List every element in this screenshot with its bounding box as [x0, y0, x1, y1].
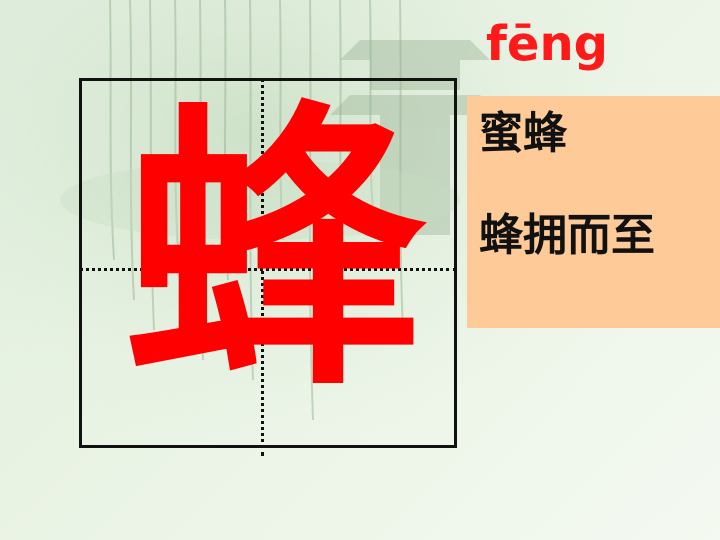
target-character: 蜂 — [124, 73, 424, 426]
vocab-word: 蜂拥而至 — [479, 210, 655, 261]
grid-vertical-guide — [261, 78, 264, 456]
writing-grid — [79, 78, 457, 448]
grid-horizontal-guide — [79, 268, 457, 271]
vocabulary-panel: 蜜蜂 蜂拥而至 — [467, 96, 720, 328]
vocab-word: 蜜蜂 — [479, 108, 567, 159]
pinyin-label: fēng — [486, 16, 608, 72]
